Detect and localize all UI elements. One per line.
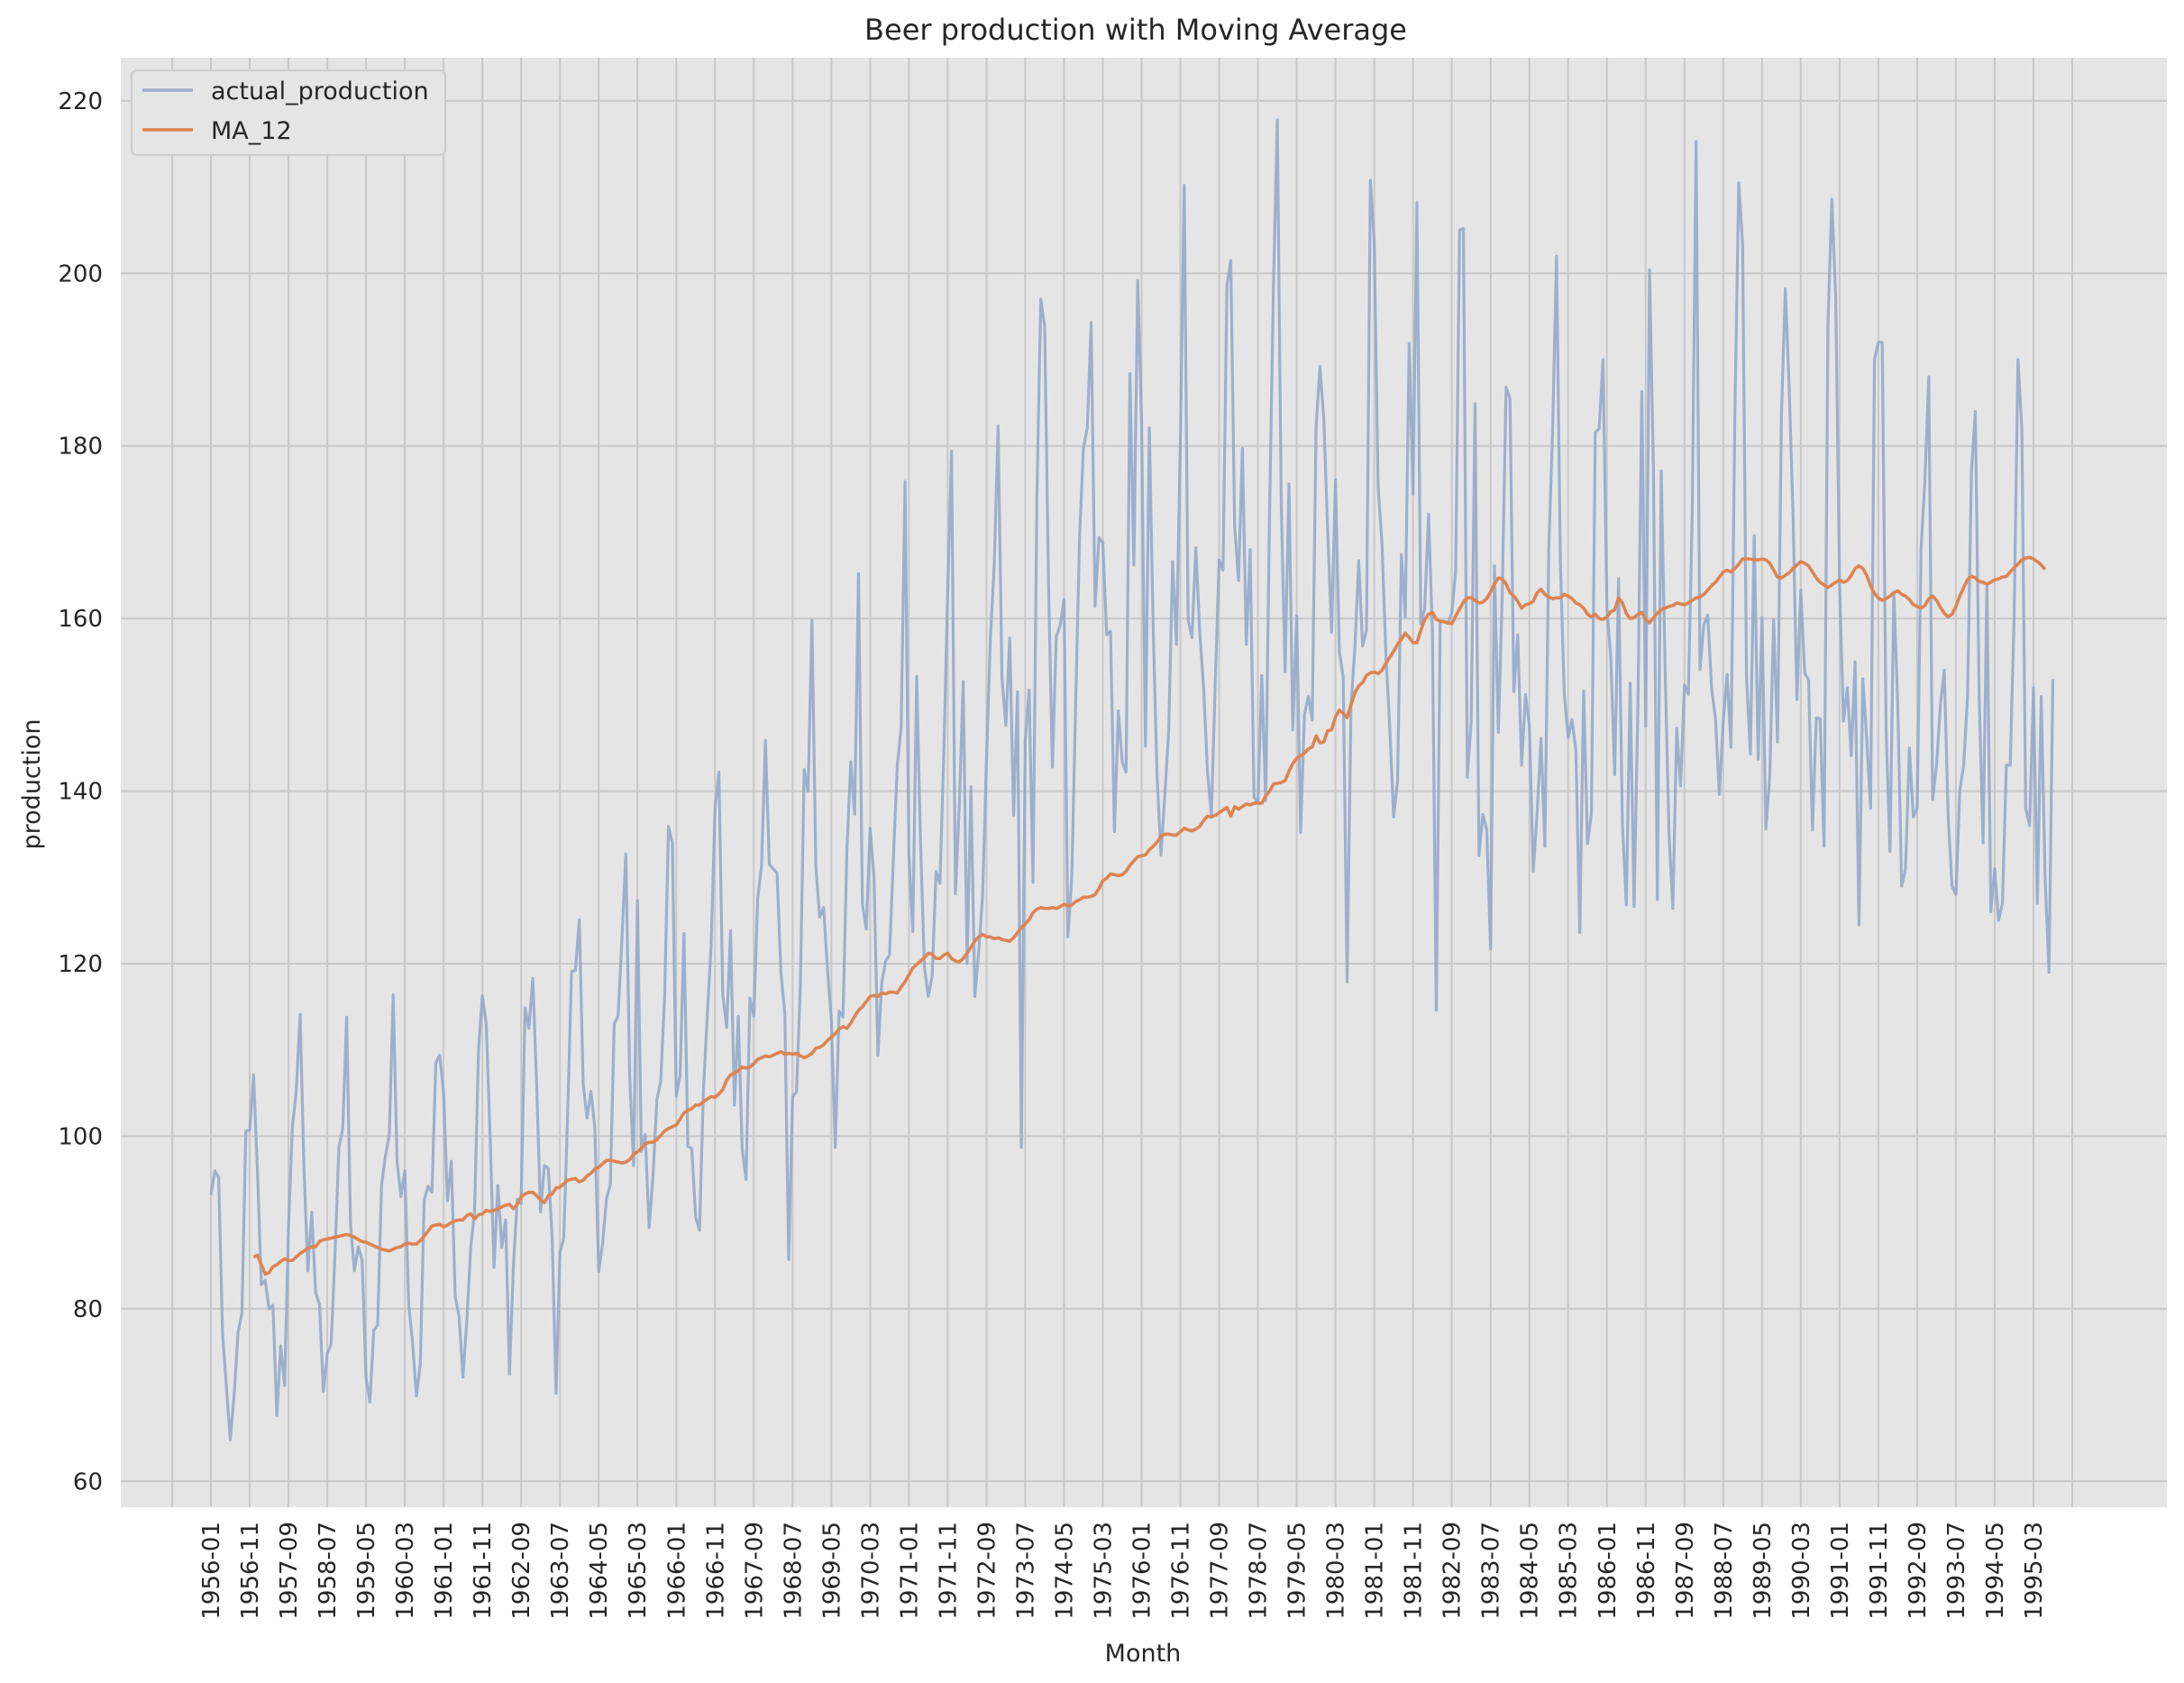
x-tick-label: 1971-11 [935,1522,962,1620]
x-tick-label: 1961-11 [470,1522,497,1620]
x-tick-label: 1959-05 [353,1522,380,1620]
legend-box [131,69,446,156]
x-tick-label: 1979-05 [1284,1522,1311,1620]
x-tick-label: 1986-11 [1633,1522,1660,1620]
x-tick-label: 1994-05 [1982,1522,2009,1620]
x-tick-label: 1969-05 [818,1522,845,1620]
chart-title: Beer production with Moving Average [864,13,1407,47]
y-tick-label: 220 [58,88,103,115]
x-tick-label: 1965-03 [625,1522,652,1620]
x-tick-label: 1983-07 [1478,1522,1505,1620]
x-tick-label: 1980-03 [1323,1522,1350,1620]
x-tick-label: 1972-09 [973,1522,1001,1620]
series-layer [209,118,2055,1441]
x-tick-label: 1966-11 [702,1522,729,1620]
x-tick-label: 1960-03 [392,1522,419,1620]
x-tick-label: 1973-07 [1012,1522,1039,1620]
y-tick-label: 200 [58,261,103,288]
legend: actual_production MA_12 [131,69,446,156]
legend-label-ma-12: MA_12 [211,117,292,145]
y-tick-label: 80 [73,1296,103,1323]
ticks: 60 80 100 120 140 160 180 200 220 1956-01 1956-11 1… [58,88,2048,1620]
y-tick-label: 60 [73,1468,103,1495]
x-tick-label: 1962-09 [508,1522,535,1620]
x-tick-label: 1963-07 [547,1522,574,1620]
x-tick-label: 1976-11 [1168,1522,1195,1620]
x-tick-label: 1987-09 [1672,1522,1699,1620]
x-tick-label: 1957-09 [276,1522,303,1620]
x-tick-label: 1975-03 [1090,1522,1117,1620]
x-tick-label: 1961-01 [431,1522,458,1620]
x-tick-label: 1958-07 [315,1522,342,1620]
x-tick-label: 1970-03 [857,1522,884,1620]
x-tick-label: 1978-07 [1246,1522,1273,1620]
y-tick-label: 140 [58,779,103,806]
x-tick-label: 1964-05 [586,1522,613,1620]
x-tick-label: 1990-03 [1788,1522,1815,1620]
legend-label-actual-production: actual_production [211,78,429,105]
series-line-ma-12 [252,555,2047,1276]
x-tick-label: 1989-05 [1750,1522,1777,1620]
y-tick-label: 100 [58,1123,103,1150]
x-tick-label: 1976-01 [1129,1522,1156,1620]
x-tick-label: 1956-11 [237,1522,264,1620]
x-tick-label: 1981-01 [1362,1522,1389,1620]
x-tick-label: 1991-01 [1827,1522,1854,1620]
x-axis-label: Month [1105,1640,1182,1668]
y-tick-label: 180 [58,434,103,461]
x-tick-label: 1985-03 [1556,1522,1583,1620]
x-tick-label: 1984-05 [1517,1522,1544,1620]
y-axis-label: production [18,719,46,850]
x-tick-label: 1986-01 [1595,1522,1622,1620]
x-tick-label: 1966-01 [663,1522,690,1620]
x-tick-label: 1981-11 [1401,1522,1428,1620]
y-tick-label: 160 [58,606,103,633]
x-tick-label: 1992-09 [1905,1522,1932,1620]
x-tick-label: 1971-01 [896,1522,923,1620]
x-tick-label: 1968-07 [780,1522,807,1620]
x-tick-label: 1993-07 [1943,1522,1970,1620]
x-tick-label: 1995-03 [2021,1522,2048,1620]
x-tick-label: 1967-09 [741,1522,768,1620]
x-tick-label: 1988-07 [1711,1522,1738,1620]
x-tick-label: 1991-11 [1866,1522,1893,1620]
x-tick-label: 1977-09 [1207,1522,1234,1620]
x-tick-label: 1974-05 [1051,1522,1078,1620]
y-tick-label: 120 [58,951,103,978]
x-tick-label: 1982-09 [1439,1522,1467,1620]
x-tick-label: 1956-01 [198,1522,225,1620]
